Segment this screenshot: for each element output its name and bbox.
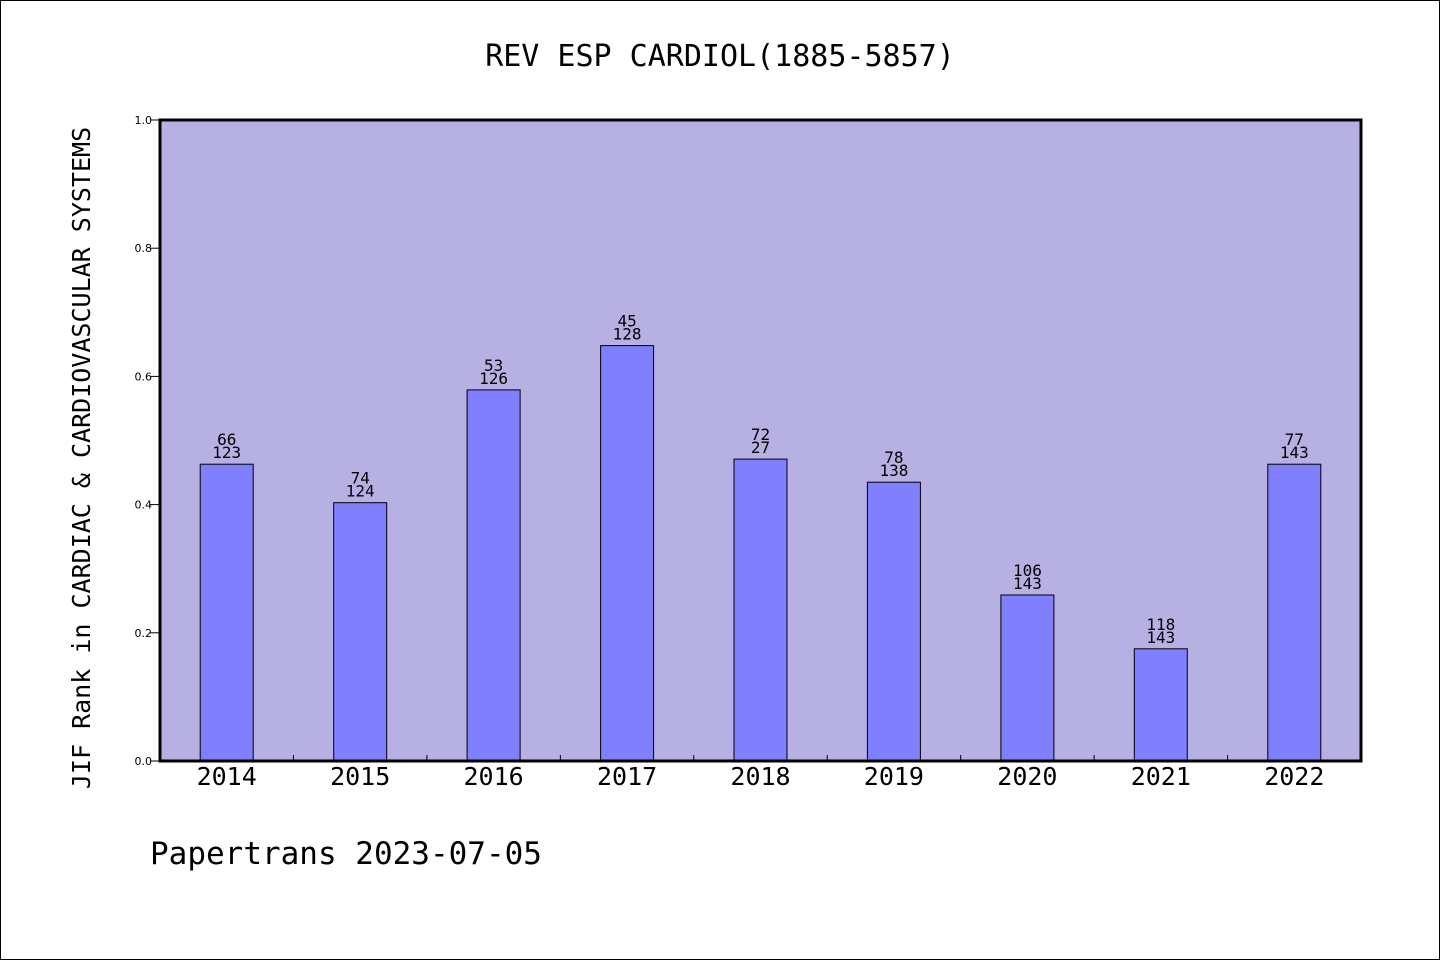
data-label-bottom-2014: 123: [212, 443, 241, 462]
data-label-top-2016: 53: [484, 356, 503, 375]
bar-2020: [1000, 594, 1055, 762]
data-label-top-2017: 45: [617, 312, 636, 331]
y-tick-label: 0.8: [135, 242, 153, 255]
bar-2015: [333, 502, 388, 762]
y-tick-label: 0.4: [135, 499, 153, 512]
x-tick-label-2020: 2020: [997, 762, 1057, 791]
data-label-top-2020: 106: [1013, 561, 1042, 580]
data-label-bottom-2018: 27: [751, 438, 770, 457]
x-tick-label-2018: 2018: [730, 762, 790, 791]
x-tick-label-2016: 2016: [463, 762, 523, 791]
data-label-bottom-2015: 124: [346, 482, 375, 501]
y-axis-label: JIF Rank in CARDIAC & CARDIOVASCULAR SYS…: [67, 127, 96, 789]
bar-2014: [199, 463, 254, 762]
x-tick-label-2022: 2022: [1264, 762, 1324, 791]
bars-group: [199, 345, 1322, 762]
data-label-top-2021: 118: [1146, 615, 1175, 634]
data-label-bottom-2021: 143: [1146, 628, 1175, 647]
chart-title: REV ESP CARDIOL(1885-5857): [485, 39, 955, 74]
y-tick-label: 0.2: [135, 627, 153, 640]
x-axis-ticks: 2014 2015 2016 2017 2018 2019 2020 2021 2022: [197, 755, 1324, 791]
data-label-bottom-2020: 143: [1013, 574, 1042, 593]
data-label-top-2015: 74: [351, 469, 370, 488]
bar-2019: [866, 481, 921, 762]
bar-2016: [466, 389, 521, 762]
footer-text: Papertrans 2023-07-05: [150, 836, 542, 872]
data-label-bottom-2016: 126: [479, 369, 508, 388]
data-label-bottom-2019: 138: [879, 461, 908, 480]
y-tick-label: 0.0: [135, 755, 153, 768]
bar-2018: [733, 458, 788, 762]
y-tick-label: 0.6: [135, 370, 153, 383]
y-tick-label: 1.0: [135, 114, 153, 127]
bar-2022: [1267, 463, 1322, 762]
x-tick-label-2019: 2019: [864, 762, 924, 791]
x-tick-label-2015: 2015: [330, 762, 390, 791]
plot-border: [158, 118, 1363, 763]
data-label-top-2022: 77: [1285, 430, 1304, 449]
data-label-bottom-2022: 143: [1280, 443, 1309, 462]
y-axis-ticks: 0.0 0.2 0.4 0.6 0.8 1.0: [135, 114, 160, 768]
data-labels: 6612374124531264512872277813810614311814…: [212, 312, 1309, 647]
data-label-top-2014: 66: [217, 430, 236, 449]
x-tick-label-2014: 2014: [197, 762, 257, 791]
data-label-top-2018: 72: [751, 425, 770, 444]
x-tick-label-2017: 2017: [597, 762, 657, 791]
bar-2017: [600, 345, 655, 762]
x-tick-label-2021: 2021: [1131, 762, 1191, 791]
data-label-top-2019: 78: [884, 448, 903, 467]
bar-2021: [1133, 648, 1188, 762]
data-label-bottom-2017: 128: [613, 325, 642, 344]
